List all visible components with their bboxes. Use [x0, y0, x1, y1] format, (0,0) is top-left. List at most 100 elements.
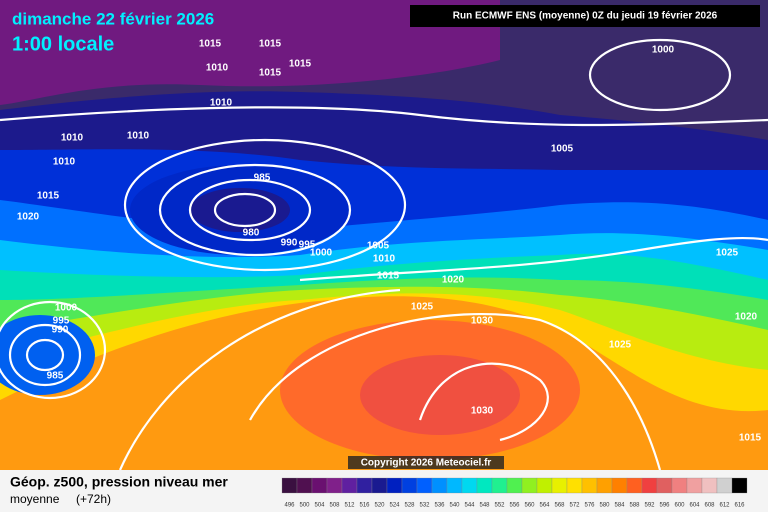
isobar-label: 985: [47, 371, 64, 382]
isobar-label: 1015: [377, 271, 400, 282]
scale-swatch: [476, 477, 493, 494]
scale-swatch: [491, 477, 508, 494]
isobar-label: 1010: [373, 254, 396, 265]
scale-label: 572: [569, 503, 580, 509]
color-scale: 496 500 504 508 512 516 520 524 528 532 536 540 544 5…: [281, 477, 748, 509]
scale-swatch: [611, 477, 628, 494]
scale-swatch: [326, 477, 343, 494]
isobar-label: 1030: [471, 406, 494, 417]
run-info: Run ECMWF ENS (moyenne) 0Z du jeudi 19 f…: [453, 11, 718, 22]
map-date: dimanche 22 février 2026: [12, 9, 214, 28]
isobar-label: 1015: [199, 39, 222, 50]
isobar-label: 1010: [61, 133, 84, 144]
map-field: [0, 0, 768, 470]
isobar-label: 1020: [735, 312, 758, 323]
scale-label: 548: [479, 503, 490, 509]
isobar-label: 1025: [609, 340, 632, 351]
scale-label: 528: [404, 503, 415, 509]
isobar-labels: 1015 1015 1010 1015 1015 1010 1010 1010 1010 1015…: [17, 39, 762, 444]
scale-label: 616: [734, 503, 745, 509]
scale-swatch: [701, 477, 718, 494]
isobar-label: 1010: [127, 131, 150, 142]
scale-swatch: [626, 477, 643, 494]
scale-label: 560: [524, 503, 535, 509]
isobar-label: 1020: [442, 275, 465, 286]
scale-label: 496: [284, 503, 295, 509]
isobar-label: 990: [52, 325, 69, 336]
scale-label: 500: [299, 503, 310, 509]
scale-swatch: [731, 477, 748, 494]
scale-label: 544: [464, 503, 475, 509]
scale-label: 524: [389, 503, 400, 509]
scale-swatch: [506, 477, 523, 494]
scale-label: 608: [704, 503, 715, 509]
scale-label: 600: [674, 503, 685, 509]
isobar-label: 1010: [210, 98, 233, 109]
isobar-label: 1010: [206, 63, 229, 74]
legend-title: Géop. z500, pression niveau mer: [10, 474, 228, 490]
scale-label: 532: [419, 503, 430, 509]
scale-swatch: [416, 477, 433, 494]
scale-label: 592: [644, 503, 655, 509]
scale-swatch: [686, 477, 703, 494]
copyright-box: [348, 456, 504, 469]
scale-swatch: [386, 477, 403, 494]
scale-swatch: [461, 477, 478, 494]
scale-label: 612: [719, 503, 730, 509]
scale-label: 568: [554, 503, 565, 509]
scale-label: 504: [314, 503, 325, 509]
isobar-label: 1025: [716, 248, 739, 259]
map-time: 1:00 locale: [12, 33, 114, 55]
isobar-label: 980: [243, 228, 260, 239]
legend-subtitle: moyenne: [10, 492, 60, 506]
scale-swatch: [281, 477, 298, 494]
scale-label: 580: [599, 503, 610, 509]
isobar-label: 985: [254, 173, 271, 184]
scale-swatch: [536, 477, 553, 494]
isobar-label: 1005: [367, 241, 390, 252]
isobar-label: 1015: [37, 191, 60, 202]
scale-label: 604: [689, 503, 700, 509]
scale-swatch: [311, 477, 328, 494]
scale-label: 552: [494, 503, 505, 509]
scale-swatch: [296, 477, 313, 494]
scale-label: 556: [509, 503, 520, 509]
scale-swatch: [581, 477, 598, 494]
isobar-label: 995: [299, 240, 316, 251]
run-box: [410, 5, 760, 27]
isobar-label: 1000: [652, 45, 675, 56]
scale-label: 508: [329, 503, 340, 509]
scale-swatch: [671, 477, 688, 494]
isobar-label: 1015: [289, 59, 312, 70]
scale-label: 512: [344, 503, 355, 509]
isobar-label: 1005: [551, 144, 574, 155]
isobar-label: 1015: [739, 433, 762, 444]
scale-swatch: [716, 477, 733, 494]
scale-swatch: [641, 477, 658, 494]
isobar-label: 1020: [17, 212, 40, 223]
isobar-label: 1015: [259, 68, 282, 79]
scale-label: 516: [359, 503, 370, 509]
scale-swatch: [446, 477, 463, 494]
scale-label: 536: [434, 503, 445, 509]
isobar-label: 1025: [411, 302, 434, 313]
isobar-label: 1015: [259, 39, 282, 50]
scale-swatch: [521, 477, 538, 494]
scale-swatch: [656, 477, 673, 494]
scale-label: 520: [374, 503, 385, 509]
isobar-label: 1030: [471, 316, 494, 327]
scale-swatch: [566, 477, 583, 494]
scale-label: 576: [584, 503, 595, 509]
copyright: Copyright 2026 Meteociel.fr: [361, 458, 492, 469]
scale-swatch: [371, 477, 388, 494]
isobar-label: 990: [281, 238, 298, 249]
scale-label: 588: [629, 503, 640, 509]
isobar-label: 1000: [310, 248, 333, 259]
legend-lead: (+72h): [76, 492, 111, 506]
scale-label: 564: [539, 503, 550, 509]
scale-swatch: [431, 477, 448, 494]
scale-swatch: [551, 477, 568, 494]
scale-label: 584: [614, 503, 625, 509]
isobar-label: 1010: [53, 157, 76, 168]
